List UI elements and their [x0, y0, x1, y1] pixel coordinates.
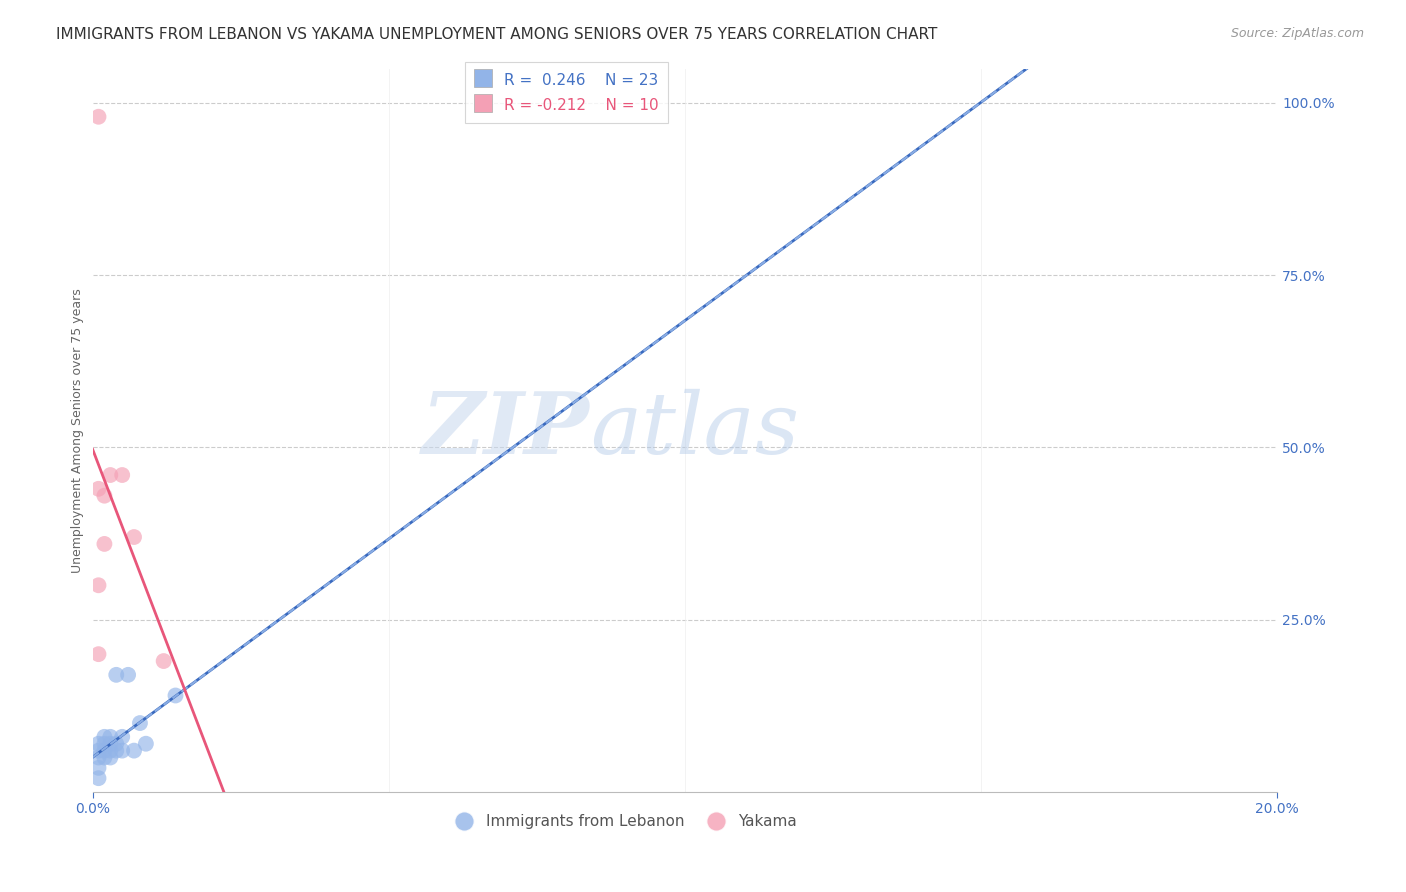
Point	[87, 750, 110, 764]
Point	[98, 468, 121, 483]
Point	[93, 744, 115, 758]
Point	[93, 489, 115, 503]
Text: IMMIGRANTS FROM LEBANON VS YAKAMA UNEMPLOYMENT AMONG SENIORS OVER 75 YEARS CORRE: IMMIGRANTS FROM LEBANON VS YAKAMA UNEMPL…	[56, 27, 938, 42]
Point	[87, 737, 110, 751]
Text: ZIP: ZIP	[422, 389, 591, 472]
Point	[111, 468, 134, 483]
Point	[93, 750, 115, 764]
Point	[98, 737, 121, 751]
Y-axis label: Unemployment Among Seniors over 75 years: Unemployment Among Seniors over 75 years	[72, 288, 84, 573]
Point	[122, 530, 145, 544]
Point	[98, 744, 121, 758]
Point	[129, 716, 152, 731]
Point	[122, 744, 145, 758]
Point	[111, 744, 134, 758]
Point	[87, 110, 110, 124]
Text: atlas: atlas	[591, 389, 799, 472]
Point	[98, 750, 121, 764]
Point	[111, 730, 134, 744]
Point	[87, 482, 110, 496]
Point	[165, 689, 187, 703]
Point	[98, 730, 121, 744]
Point	[87, 761, 110, 775]
Point	[93, 537, 115, 551]
Point	[152, 654, 174, 668]
Point	[93, 737, 115, 751]
Point	[93, 730, 115, 744]
Point	[135, 737, 157, 751]
Point	[87, 744, 110, 758]
Point	[87, 771, 110, 785]
Point	[105, 744, 128, 758]
Point	[87, 578, 110, 592]
Legend: Immigrants from Lebanon, Yakama: Immigrants from Lebanon, Yakama	[449, 808, 803, 835]
Point	[105, 737, 128, 751]
Text: Source: ZipAtlas.com: Source: ZipAtlas.com	[1230, 27, 1364, 40]
Point	[105, 668, 128, 682]
Point	[117, 668, 139, 682]
Point	[87, 647, 110, 661]
